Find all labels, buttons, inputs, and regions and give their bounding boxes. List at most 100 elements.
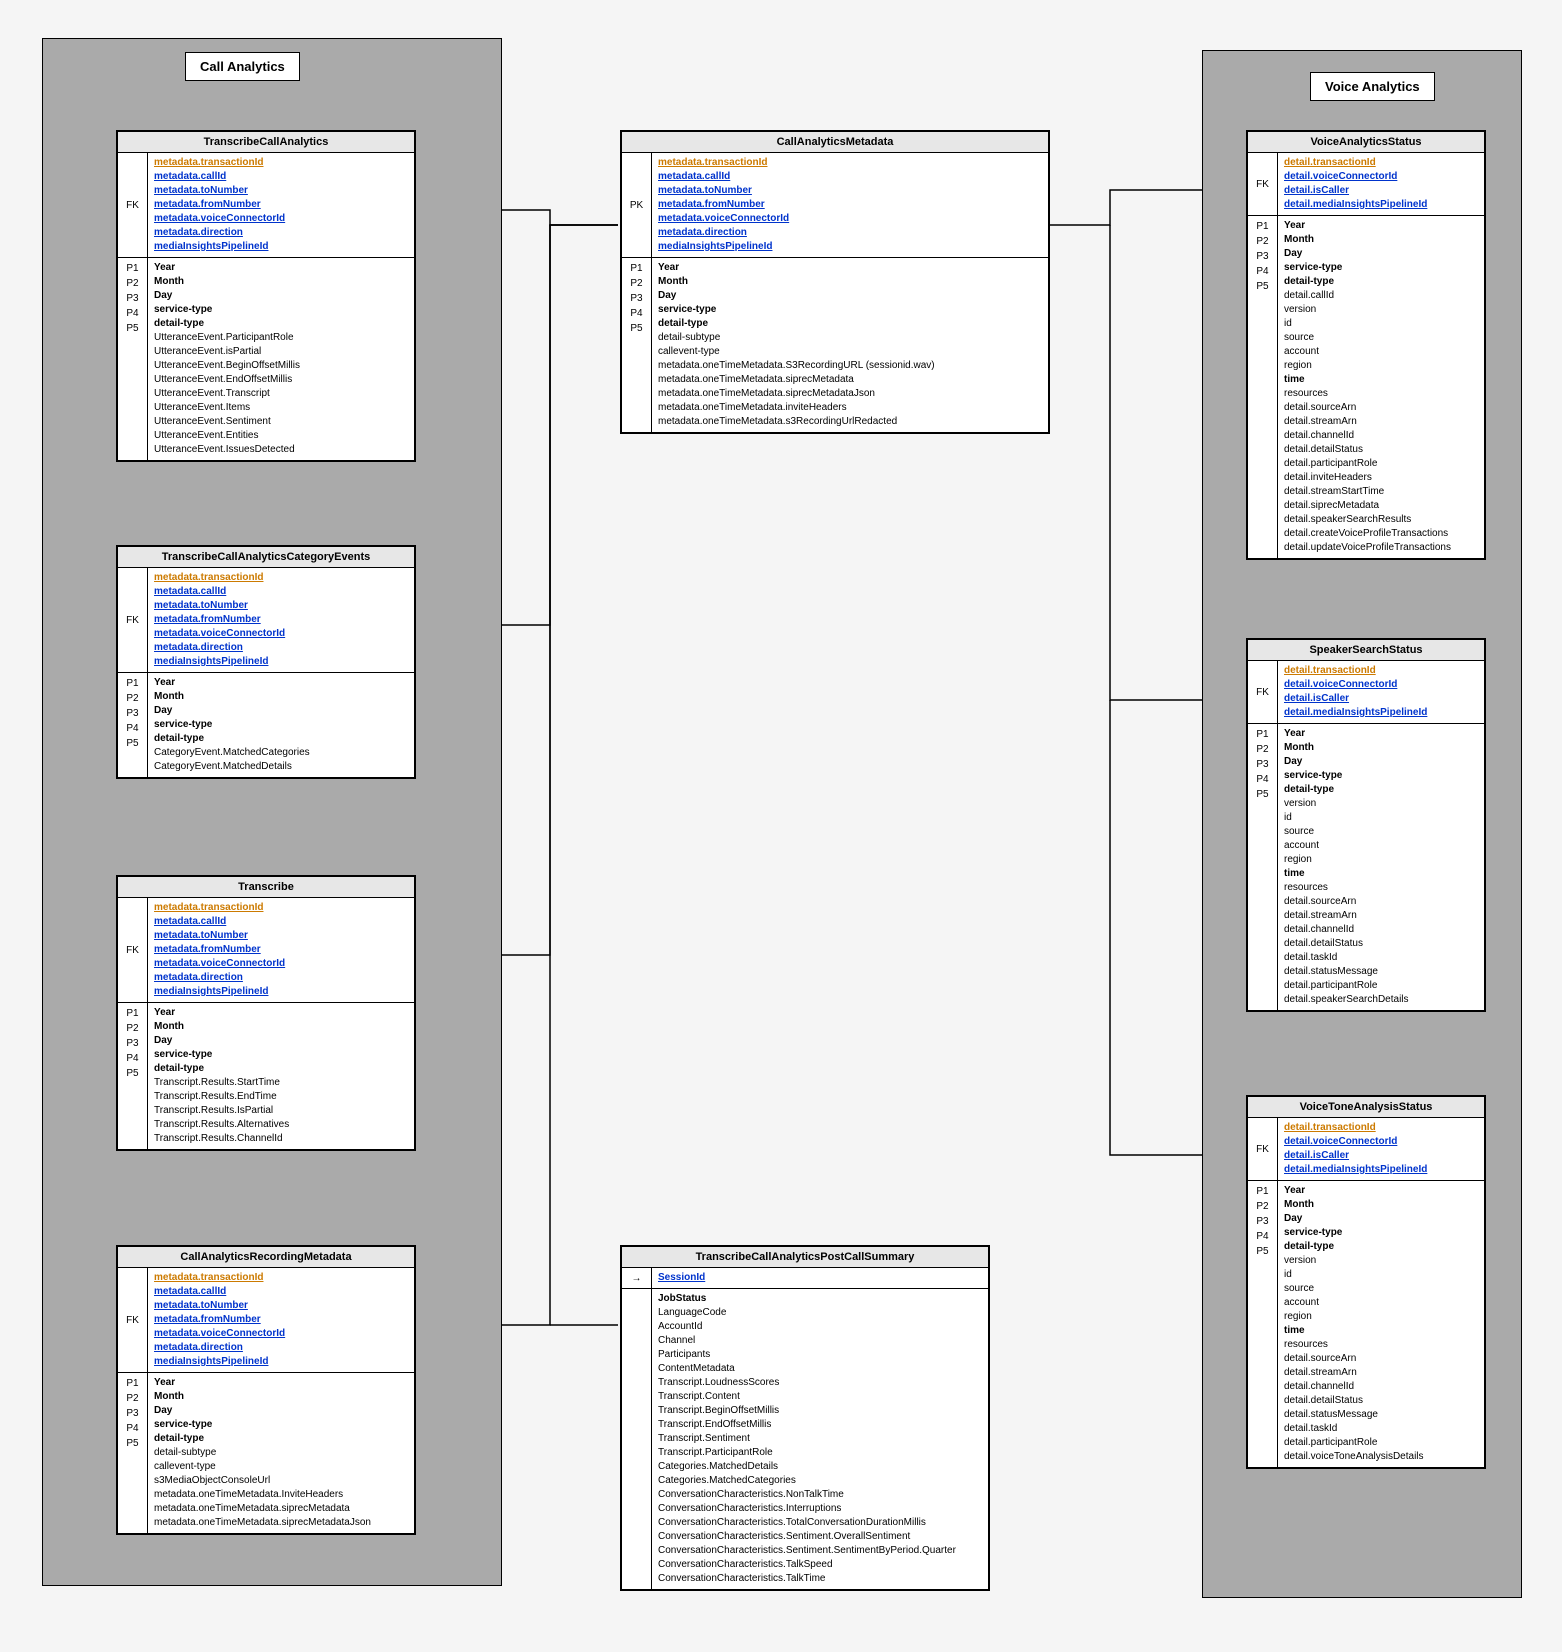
entity-speaker-search-status: SpeakerSearchStatusFKdetail.transactionI… <box>1246 638 1486 1012</box>
body-field: time <box>1284 373 1478 387</box>
partition-field: Day <box>154 289 408 303</box>
fk-field: metadata.toNumber <box>154 1299 408 1313</box>
entity-title: VoiceToneAnalysisStatus <box>1248 1097 1484 1118</box>
body-field: metadata.oneTimeMetadata.siprecMetadataJ… <box>154 1516 408 1530</box>
entity-transcribe-call-analytics-post-call-summary: TranscribeCallAnalyticsPostCallSummary→S… <box>620 1245 990 1591</box>
partition-field: Year <box>154 1006 408 1020</box>
body-field: metadata.oneTimeMetadata.s3RecordingUrlR… <box>658 415 1042 429</box>
partition-field: Month <box>1284 741 1478 755</box>
body-field: resources <box>1284 1338 1478 1352</box>
fk-key-label: → <box>622 1268 652 1288</box>
entity-call-analytics-metadata: CallAnalyticsMetadataPKmetadata.transact… <box>620 130 1050 434</box>
partition-key-labels: P1P2P3P4P5 <box>1248 1181 1278 1467</box>
fk-field: metadata.fromNumber <box>154 943 408 957</box>
partition-field: Year <box>1284 727 1478 741</box>
fk-field: detail.mediaInsightsPipelineId <box>1284 198 1478 212</box>
fk-field: metadata.callId <box>154 915 408 929</box>
fk-field: metadata.callId <box>658 170 1042 184</box>
body-field: detail.inviteHeaders <box>1284 471 1478 485</box>
body-field: detail.streamArn <box>1284 415 1478 429</box>
body-field: Categories.MatchedDetails <box>658 1460 982 1474</box>
body-field: detail.detailStatus <box>1284 443 1478 457</box>
fk-field: metadata.direction <box>154 971 408 985</box>
fk-field: metadata.direction <box>658 226 1042 240</box>
body-field: detail.participantRole <box>1284 979 1478 993</box>
body-field: Channel <box>658 1334 982 1348</box>
body-field: ConversationCharacteristics.Sentiment.Ov… <box>658 1530 982 1544</box>
entity-voice-tone-analysis-status: VoiceToneAnalysisStatusFKdetail.transact… <box>1246 1095 1486 1469</box>
body-field: UtteranceEvent.Entities <box>154 429 408 443</box>
body-field: callevent-type <box>154 1460 408 1474</box>
body-field: detail.speakerSearchResults <box>1284 513 1478 527</box>
body-field: metadata.oneTimeMetadata.inviteHeaders <box>658 401 1042 415</box>
fk-key-label: PK <box>622 153 652 257</box>
partition-field: Year <box>1284 219 1478 233</box>
partition-key-labels: P1P2P3P4P5 <box>118 1003 148 1149</box>
fk-field: metadata.transactionId <box>154 571 408 585</box>
body-field: detail.statusMessage <box>1284 965 1478 979</box>
partition-field: detail-type <box>1284 275 1478 289</box>
partition-field: service-type <box>154 1418 408 1432</box>
body-field: Participants <box>658 1348 982 1362</box>
partition-field: detail-type <box>154 317 408 331</box>
body-field: version <box>1284 303 1478 317</box>
partition-field: Day <box>1284 1212 1478 1226</box>
body-field: detail.callId <box>1284 289 1478 303</box>
body-field: detail.speakerSearchDetails <box>1284 993 1478 1007</box>
partition-field: service-type <box>1284 769 1478 783</box>
partition-field: service-type <box>154 1048 408 1062</box>
entity-transcribe: TranscribeFKmetadata.transactionIdmetada… <box>116 875 416 1151</box>
body-field: UtteranceEvent.IssuesDetected <box>154 443 408 457</box>
body-field: metadata.oneTimeMetadata.siprecMetadata <box>154 1502 408 1516</box>
body-field: region <box>1284 1310 1478 1324</box>
entity-title: Transcribe <box>118 877 414 898</box>
fk-field: metadata.fromNumber <box>658 198 1042 212</box>
body-field: account <box>1284 839 1478 853</box>
fk-field: mediaInsightsPipelineId <box>154 1355 408 1369</box>
partition-field: Year <box>1284 1184 1478 1198</box>
body-field: region <box>1284 853 1478 867</box>
partition-key-labels: P1P2P3P4P5 <box>622 258 652 432</box>
body-field: time <box>1284 867 1478 881</box>
body-field: ConversationCharacteristics.Interruption… <box>658 1502 982 1516</box>
body-field: id <box>1284 811 1478 825</box>
fk-field: detail.voiceConnectorId <box>1284 678 1478 692</box>
fk-field: metadata.fromNumber <box>154 198 408 212</box>
fk-field: detail.mediaInsightsPipelineId <box>1284 706 1478 720</box>
fk-field: metadata.transactionId <box>154 156 408 170</box>
partition-field: JobStatus <box>658 1292 982 1306</box>
fk-field: metadata.callId <box>154 585 408 599</box>
partition-field: Day <box>658 289 1042 303</box>
partition-field: Month <box>154 1390 408 1404</box>
partition-field: service-type <box>658 303 1042 317</box>
fk-field: metadata.transactionId <box>154 1271 408 1285</box>
body-field: detail.voiceToneAnalysisDetails <box>1284 1450 1478 1464</box>
partition-field: Year <box>154 1376 408 1390</box>
body-field: UtteranceEvent.Sentiment <box>154 415 408 429</box>
body-field: CategoryEvent.MatchedCategories <box>154 746 408 760</box>
entity-title: TranscribeCallAnalyticsCategoryEvents <box>118 547 414 568</box>
body-field: detail.sourceArn <box>1284 401 1478 415</box>
partition-field: detail-type <box>1284 1240 1478 1254</box>
body-field: UtteranceEvent.BeginOffsetMillis <box>154 359 408 373</box>
body-field: detail.sourceArn <box>1284 895 1478 909</box>
partition-field: Month <box>1284 233 1478 247</box>
fk-field: detail.isCaller <box>1284 184 1478 198</box>
body-field: UtteranceEvent.isPartial <box>154 345 408 359</box>
fk-key-label: FK <box>118 1268 148 1372</box>
body-field: ConversationCharacteristics.Sentiment.Se… <box>658 1544 982 1558</box>
body-field: LanguageCode <box>658 1306 982 1320</box>
fk-key-label: FK <box>1248 1118 1278 1180</box>
fk-key-label: FK <box>1248 153 1278 215</box>
body-field: callevent-type <box>658 345 1042 359</box>
fk-field: mediaInsightsPipelineId <box>154 985 408 999</box>
body-field: id <box>1284 317 1478 331</box>
fk-field: detail.transactionId <box>1284 156 1478 170</box>
body-field: ContentMetadata <box>658 1362 982 1376</box>
body-field: detail.createVoiceProfileTransactions <box>1284 527 1478 541</box>
body-field: detail.channelId <box>1284 429 1478 443</box>
body-field: Categories.MatchedCategories <box>658 1474 982 1488</box>
body-field: account <box>1284 1296 1478 1310</box>
body-field: detail.streamStartTime <box>1284 485 1478 499</box>
body-field: UtteranceEvent.Items <box>154 401 408 415</box>
